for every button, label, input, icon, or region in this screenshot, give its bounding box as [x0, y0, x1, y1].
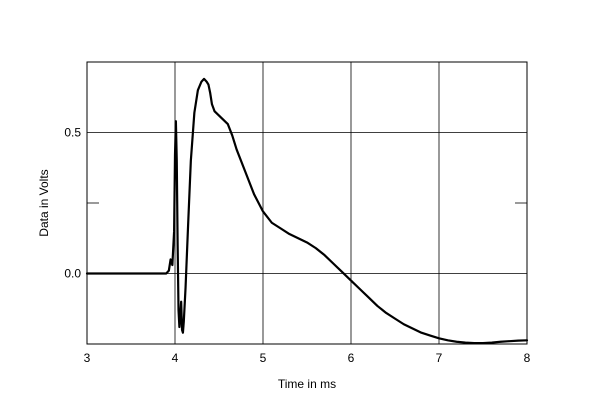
y-tick-labels: 0.0 0.5: [64, 126, 81, 281]
y-tick-label: 0.0: [64, 267, 81, 281]
x-tick-label: 7: [436, 351, 443, 365]
x-tick-labels: 3 4 5 6 7 8: [84, 351, 531, 365]
series-layer: [85, 77, 529, 345]
x-tick-label: 5: [260, 351, 267, 365]
y-axis-title: Data in Volts: [37, 169, 51, 236]
x-tick-label: 4: [172, 351, 179, 365]
x-tick-label: 6: [348, 351, 355, 365]
grid: [87, 62, 527, 344]
x-tick-label: 8: [524, 351, 531, 365]
series-line: [85, 77, 529, 345]
plot-frame: [86, 61, 528, 345]
y-tick-label: 0.5: [64, 126, 81, 140]
x-tick-label: 3: [84, 351, 91, 365]
x-axis-title: Time in ms: [278, 377, 336, 391]
